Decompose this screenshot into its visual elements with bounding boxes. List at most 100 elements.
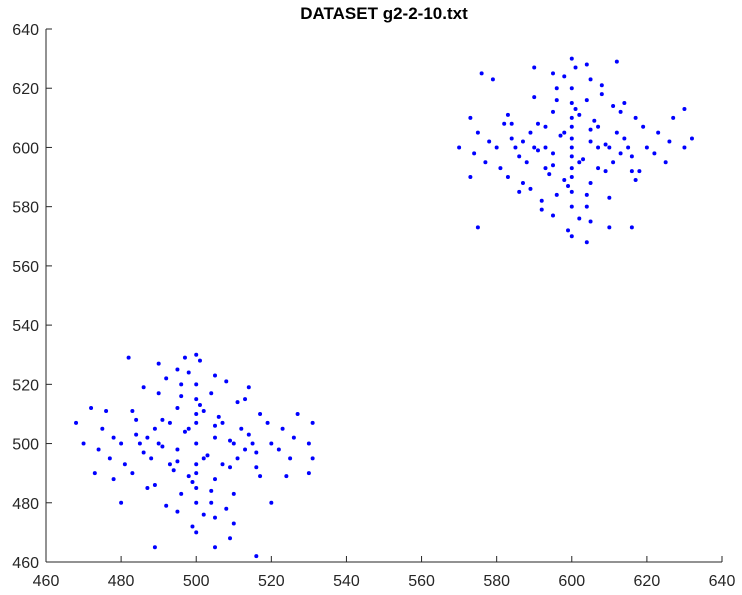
data-point bbox=[603, 142, 608, 147]
data-point bbox=[175, 406, 180, 411]
data-point bbox=[551, 109, 555, 114]
data-point bbox=[554, 86, 559, 91]
data-point bbox=[535, 121, 540, 126]
data-point bbox=[596, 145, 601, 150]
data-point bbox=[528, 186, 533, 191]
data-point bbox=[156, 361, 161, 366]
data-point bbox=[235, 400, 240, 405]
data-point bbox=[216, 414, 221, 419]
data-point bbox=[588, 180, 593, 185]
data-point bbox=[231, 441, 236, 446]
data-point bbox=[569, 136, 574, 141]
data-point bbox=[505, 175, 510, 180]
x-tick-label: 540 bbox=[333, 573, 360, 590]
data-point bbox=[269, 441, 274, 446]
data-point bbox=[596, 166, 601, 171]
data-point bbox=[505, 112, 510, 117]
data-point bbox=[231, 491, 236, 496]
data-point bbox=[186, 426, 191, 431]
data-point bbox=[607, 195, 612, 200]
data-point bbox=[201, 408, 206, 413]
data-point bbox=[562, 130, 567, 135]
data-point bbox=[551, 213, 555, 218]
data-point bbox=[554, 98, 559, 103]
data-point bbox=[160, 417, 165, 422]
data-point bbox=[291, 435, 296, 440]
data-point bbox=[269, 500, 274, 505]
data-point bbox=[513, 145, 518, 150]
data-point bbox=[167, 420, 172, 425]
data-point bbox=[254, 450, 259, 455]
data-point bbox=[596, 124, 601, 129]
data-point bbox=[551, 71, 555, 76]
data-point bbox=[239, 426, 244, 431]
data-point bbox=[569, 56, 574, 61]
data-point bbox=[171, 468, 176, 473]
data-point bbox=[306, 441, 311, 446]
data-point bbox=[81, 441, 86, 446]
data-point bbox=[551, 151, 555, 156]
data-point bbox=[126, 355, 131, 360]
data-point bbox=[539, 207, 544, 212]
data-point bbox=[479, 71, 484, 76]
data-point bbox=[524, 160, 529, 165]
data-point bbox=[532, 145, 537, 150]
y-tick-label: 600 bbox=[12, 140, 39, 157]
data-point bbox=[520, 139, 525, 144]
data-point bbox=[517, 154, 522, 159]
y-tick-label: 580 bbox=[12, 200, 39, 217]
data-point bbox=[498, 166, 503, 171]
data-point bbox=[569, 189, 574, 194]
data-point bbox=[689, 136, 694, 141]
y-tick-label: 520 bbox=[12, 377, 39, 394]
data-point bbox=[156, 441, 161, 446]
data-point bbox=[551, 163, 555, 168]
x-tick-label: 480 bbox=[108, 573, 135, 590]
data-point bbox=[310, 420, 315, 425]
data-point bbox=[100, 426, 105, 431]
data-point bbox=[611, 160, 616, 165]
data-point bbox=[164, 376, 169, 381]
data-point bbox=[569, 204, 574, 209]
data-point bbox=[152, 545, 157, 550]
data-point bbox=[611, 103, 616, 108]
data-point bbox=[543, 145, 548, 150]
data-point bbox=[629, 154, 634, 159]
data-point bbox=[588, 77, 593, 82]
y-tick-label: 500 bbox=[12, 437, 39, 454]
data-point bbox=[209, 391, 214, 396]
data-point bbox=[577, 216, 582, 221]
data-point bbox=[288, 456, 293, 461]
data-point bbox=[209, 488, 214, 493]
data-point bbox=[258, 474, 263, 479]
data-point bbox=[584, 98, 589, 103]
data-point bbox=[104, 408, 109, 413]
data-point bbox=[588, 127, 593, 132]
data-point bbox=[145, 485, 150, 490]
data-point bbox=[182, 355, 187, 360]
chart-title: DATASET g2-2-10.txt bbox=[300, 4, 468, 23]
data-point bbox=[213, 435, 217, 440]
data-point bbox=[194, 471, 199, 476]
data-point bbox=[213, 423, 217, 428]
data-point bbox=[494, 145, 499, 150]
data-point bbox=[194, 352, 199, 357]
data-point bbox=[569, 234, 574, 239]
data-point bbox=[472, 151, 477, 156]
x-tick-label: 560 bbox=[408, 573, 435, 590]
data-point bbox=[201, 456, 206, 461]
x-tick-label: 500 bbox=[183, 573, 210, 590]
data-point bbox=[175, 447, 180, 452]
data-point bbox=[543, 124, 548, 129]
data-point bbox=[209, 500, 214, 505]
data-point bbox=[243, 397, 248, 402]
data-point bbox=[573, 65, 578, 70]
y-tick-label: 560 bbox=[12, 259, 39, 276]
data-point bbox=[599, 92, 604, 97]
data-point bbox=[517, 189, 522, 194]
data-point bbox=[671, 115, 676, 120]
data-point bbox=[107, 456, 112, 461]
data-point bbox=[475, 130, 480, 135]
data-point bbox=[156, 391, 161, 396]
data-point bbox=[194, 500, 199, 505]
